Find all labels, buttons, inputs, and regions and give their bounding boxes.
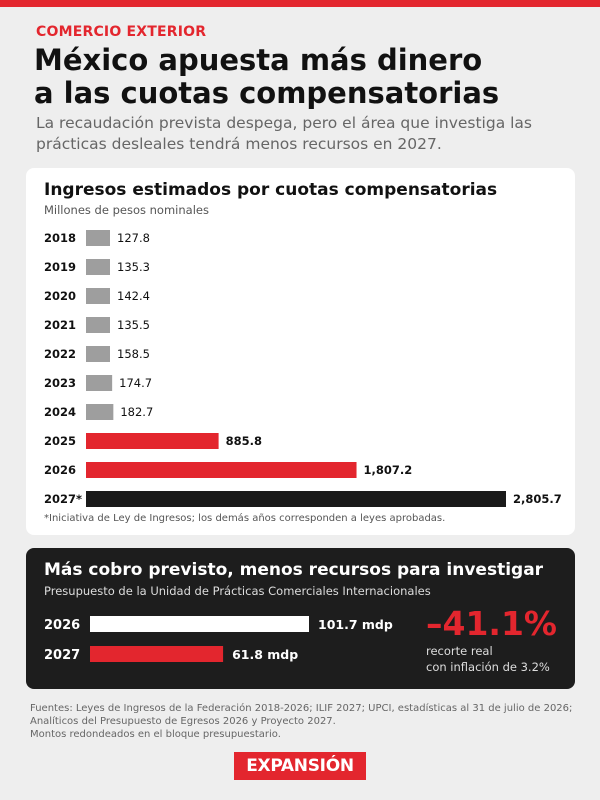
year-label: 2024 — [44, 405, 76, 419]
value-label: 885.8 — [226, 434, 262, 448]
value-label: 2,805.7 — [513, 492, 562, 506]
budget-value-label: 61.8 mdp — [232, 647, 298, 662]
budget-bar — [90, 616, 309, 632]
revenue-bar — [86, 259, 110, 275]
budget-panel: Más cobro previsto, menos recursos para … — [26, 548, 575, 689]
headline: México apuesta más dinero a las cuotas c… — [34, 44, 574, 110]
value-label: 127.8 — [117, 231, 150, 245]
revenue-bar — [86, 404, 114, 420]
year-label: 2018 — [44, 231, 76, 245]
year-label: 2027* — [44, 492, 82, 506]
chart-subtitle: Millones de pesos nominales — [44, 203, 209, 217]
revenue-bar — [86, 491, 506, 507]
headline-line-1: México apuesta más dinero — [34, 43, 483, 77]
revenue-bar — [86, 288, 110, 304]
year-label: 2021 — [44, 318, 76, 332]
budget-bar — [90, 646, 224, 662]
section-label: COMERCIO EXTERIOR — [36, 24, 207, 40]
top-accent-bar — [0, 0, 600, 7]
revenue-bar — [86, 462, 357, 478]
sources-line-2: Analíticos del Presupuesto de Egresos 20… — [30, 716, 336, 727]
chart-footnote: *Iniciativa de Ley de Ingresos; los demá… — [44, 513, 446, 524]
value-label: 142.4 — [117, 289, 150, 303]
year-label: 2020 — [44, 289, 76, 303]
year-label: 2025 — [44, 434, 76, 448]
cut-percentage: –41.1% — [426, 604, 557, 643]
revenue-bar-chart: 2018 127.8 2019 135.3 2020 142.4 2021 135.5 2022… — [44, 230, 562, 507]
year-label: 2026 — [44, 463, 76, 477]
value-label: 135.5 — [117, 318, 150, 332]
revenue-bar — [86, 375, 113, 391]
cut-caption-inflation: con inflación de 3.2% — [426, 660, 550, 674]
cut-caption: recorte real — [426, 644, 493, 658]
budget-year-label: 2027 — [44, 648, 80, 663]
value-label: 174.7 — [119, 376, 152, 390]
revenue-bar — [86, 317, 110, 333]
value-label: 135.3 — [117, 260, 150, 274]
chart-title: Ingresos estimados por cuotas compensato… — [44, 180, 498, 200]
sources: Fuentes: Leyes de Ingresos de la Federac… — [30, 702, 575, 741]
revenue-bar — [86, 433, 219, 449]
budget-value-label: 101.7 mdp — [318, 617, 393, 632]
revenue-chart-card: Ingresos estimados por cuotas compensato… — [26, 168, 575, 535]
value-label: 1,807.2 — [364, 463, 413, 477]
year-label: 2023 — [44, 376, 76, 390]
sources-line-1: Fuentes: Leyes de Ingresos de la Federac… — [30, 703, 573, 714]
value-label: 158.5 — [117, 347, 150, 361]
headline-line-2: a las cuotas compensatorias — [34, 76, 500, 110]
revenue-bar — [86, 230, 110, 246]
year-label: 2019 — [44, 260, 76, 274]
sources-line-3: Montos redondeados en el bloque presupue… — [30, 729, 281, 740]
budget-year-label: 2026 — [44, 618, 80, 633]
panel-title: Más cobro previsto, menos recursos para … — [44, 560, 544, 580]
expansion-logo: EXPANSIÓN — [234, 752, 366, 780]
value-label: 182.7 — [120, 405, 153, 419]
budget-bar-chart: 2026 101.7 mdp 2027 61.8 mdp — [44, 616, 393, 663]
panel-subtitle: Presupuesto de la Unidad de Prácticas Co… — [44, 584, 431, 598]
year-label: 2022 — [44, 347, 76, 361]
dek: La recaudación prevista despega, pero el… — [36, 114, 532, 153]
revenue-bar — [86, 346, 110, 362]
